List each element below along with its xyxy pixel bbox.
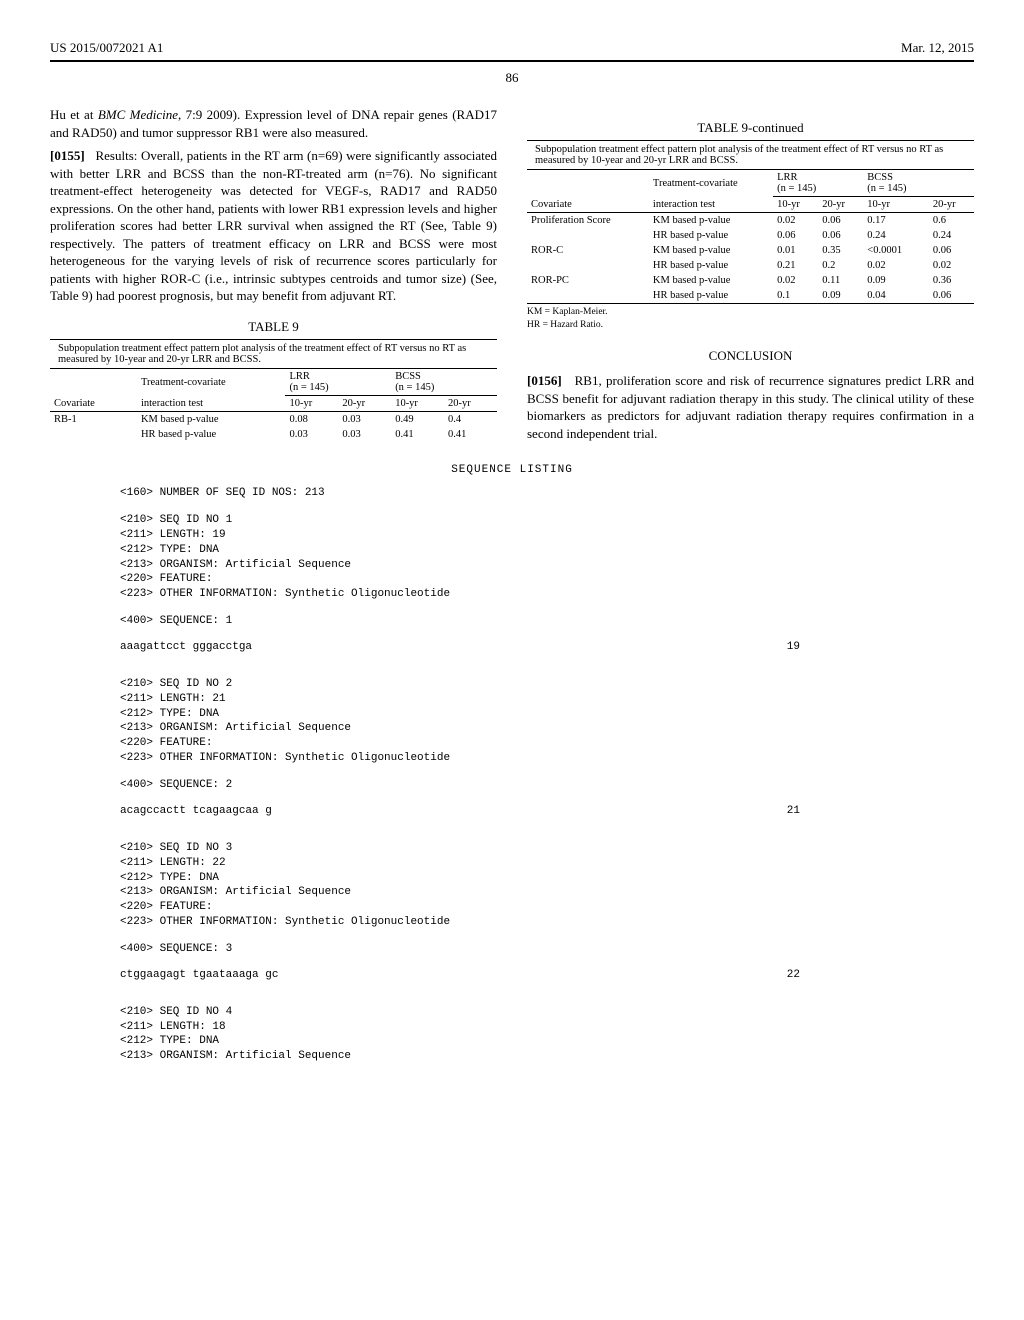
seq-meta-line: <213> ORGANISM: Artificial Sequence — [120, 558, 974, 573]
seq-meta-line: <211> LENGTH: 21 — [120, 692, 974, 707]
table9a-caption: Subpopulation treatment effect pattern p… — [50, 340, 497, 369]
para-label-0155: [0155] — [50, 148, 85, 163]
para-0156: [0156] RB1, proliferation score and risk… — [527, 372, 974, 442]
seq-listing-title: SEQUENCE LISTING — [50, 464, 974, 476]
conclusion-head: CONCLUSION — [527, 348, 974, 364]
seq-sequence-row: ctggaagagt tgaataaaga gc 22 — [120, 969, 800, 981]
seq-meta-line: <211> LENGTH: 22 — [120, 856, 974, 871]
para-label-0156: [0156] — [527, 373, 562, 388]
table9b-title: TABLE 9-continued — [527, 120, 974, 136]
km-note: KM = Kaplan-Meier. — [527, 307, 974, 317]
seq-length: 21 — [787, 805, 800, 817]
seq-meta-line: <211> LENGTH: 19 — [120, 528, 974, 543]
left-column: Hu et at BMC Medicine, 7:9 2009). Expres… — [50, 106, 497, 448]
seq-meta-line: <220> FEATURE: — [120, 736, 974, 751]
seq-meta-line: <220> FEATURE: — [120, 572, 974, 587]
seq-meta-line: <210> SEQ ID NO 1 — [120, 513, 974, 528]
h-int: interaction test — [137, 396, 286, 412]
table-row: HR based p-value 0.06 0.06 0.24 0.24 — [527, 228, 974, 243]
table-row: RB-1 KM based p-value 0.08 0.03 0.49 0.4 — [50, 412, 497, 428]
h-treat: Treatment-covariate — [137, 369, 286, 396]
table-row: ROR-PC KM based p-value 0.02 0.11 0.09 0… — [527, 273, 974, 288]
table-row: HR based p-value 0.03 0.03 0.41 0.41 — [50, 427, 497, 442]
table-row: ROR-C KM based p-value 0.01 0.35 <0.0001… — [527, 243, 974, 258]
seq-count: <160> NUMBER OF SEQ ID NOS: 213 — [120, 486, 974, 501]
seq-sequence: aaagattcct gggacctga — [120, 641, 252, 653]
para-0155: [0155] Results: Overall, patients in the… — [50, 147, 497, 305]
seq-400-line: <400> SEQUENCE: 3 — [120, 942, 974, 957]
table9b: Subpopulation treatment effect pattern p… — [527, 140, 974, 304]
seq-meta-line: <213> ORGANISM: Artificial Sequence — [120, 885, 974, 900]
seq-meta-line: <223> OTHER INFORMATION: Synthetic Oligo… — [120, 915, 974, 930]
seq-meta-line: <212> TYPE: DNA — [120, 1034, 974, 1049]
seq-length: 22 — [787, 969, 800, 981]
two-column-section: Hu et at BMC Medicine, 7:9 2009). Expres… — [50, 106, 974, 448]
seq-meta-line: <223> OTHER INFORMATION: Synthetic Oligo… — [120, 751, 974, 766]
table9-title: TABLE 9 — [50, 319, 497, 335]
seq-meta-line: <210> SEQ ID NO 2 — [120, 677, 974, 692]
seq-meta-line: <212> TYPE: DNA — [120, 871, 974, 886]
seq-meta-line: <223> OTHER INFORMATION: Synthetic Oligo… — [120, 587, 974, 602]
hr-note: HR = Hazard Ratio. — [527, 320, 974, 330]
table-row: HR based p-value 0.1 0.09 0.04 0.06 — [527, 288, 974, 304]
seq-sequence: acagccactt tcagaagcaa g — [120, 805, 272, 817]
seq-400-line: <400> SEQUENCE: 2 — [120, 778, 974, 793]
seq-meta-line: <213> ORGANISM: Artificial Sequence — [120, 721, 974, 736]
pub-number: US 2015/0072021 A1 — [50, 40, 163, 56]
seq-meta-line: <210> SEQ ID NO 3 — [120, 841, 974, 856]
seq-length: 19 — [787, 641, 800, 653]
page-number: 86 — [50, 70, 974, 86]
para-0156-text: RB1, proliferation score and risk of rec… — [527, 373, 974, 441]
table-row: Proliferation Score KM based p-value 0.0… — [527, 213, 974, 229]
header-rule — [50, 60, 974, 62]
seq-sequence-row: aaagattcct gggacctga 19 — [120, 641, 800, 653]
para-hu: Hu et at BMC Medicine, 7:9 2009). Expres… — [50, 106, 497, 141]
seq-meta-line: <213> ORGANISM: Artificial Sequence — [120, 1049, 974, 1064]
seq-sequence: ctggaagagt tgaataaaga gc — [120, 969, 278, 981]
seq-400-line: <400> SEQUENCE: 1 — [120, 614, 974, 629]
right-column: TABLE 9-continued Subpopulation treatmen… — [527, 106, 974, 448]
sequence-entries: <210> SEQ ID NO 1<211> LENGTH: 19<212> T… — [50, 513, 974, 1088]
seq-meta-line: <212> TYPE: DNA — [120, 707, 974, 722]
h-cov: Covariate — [50, 396, 137, 412]
seq-meta-line: <210> SEQ ID NO 4 — [120, 1005, 974, 1020]
table9b-caption: Subpopulation treatment effect pattern p… — [527, 141, 974, 170]
pub-date: Mar. 12, 2015 — [901, 40, 974, 56]
seq-meta-line: <212> TYPE: DNA — [120, 543, 974, 558]
seq-meta-line: <211> LENGTH: 18 — [120, 1020, 974, 1035]
para-0155-text: Results: Overall, patients in the RT arm… — [50, 148, 497, 303]
table-row: HR based p-value 0.21 0.2 0.02 0.02 — [527, 258, 974, 273]
table9a: Subpopulation treatment effect pattern p… — [50, 339, 497, 442]
page-header: US 2015/0072021 A1 Mar. 12, 2015 — [50, 40, 974, 56]
seq-sequence-row: acagccactt tcagaagcaa g 21 — [120, 805, 800, 817]
seq-meta-line: <220> FEATURE: — [120, 900, 974, 915]
